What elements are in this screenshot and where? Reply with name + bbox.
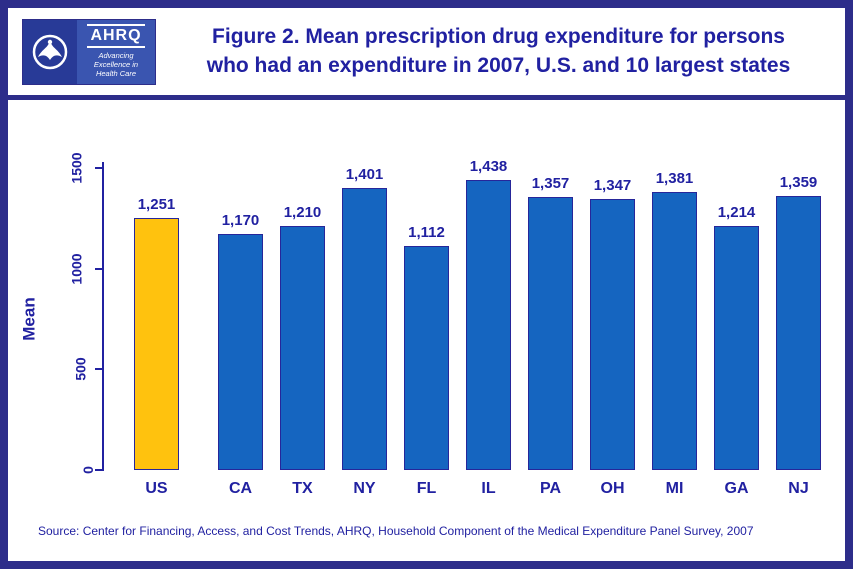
- bar-value-label: 1,401: [345, 165, 384, 183]
- bar-group: 1,401: [342, 166, 387, 470]
- ahrq-tagline: Advancing Excellence in Health Care: [93, 50, 139, 79]
- x-axis-label: NY: [353, 480, 376, 497]
- bar-group: 1,251: [134, 196, 179, 470]
- bar-NY: [342, 187, 387, 470]
- x-axis-label: PA: [539, 480, 562, 497]
- ahrq-wordmark: AHRQ: [87, 24, 145, 48]
- ahrq-logo: AHRQ Advancing Excellence in Health Care: [77, 19, 155, 84]
- header: AHRQ Advancing Excellence in Health Care…: [8, 8, 845, 95]
- bar-CA: [218, 234, 263, 470]
- bar-value-label: 1,381: [655, 169, 694, 187]
- x-axis-label: GA: [724, 480, 749, 497]
- bar-value-label: 1,214: [717, 203, 756, 221]
- y-tick: [95, 267, 104, 270]
- x-axis-label: FL: [416, 480, 437, 497]
- bar-value-label: 1,210: [283, 204, 322, 222]
- bar-PA: [528, 196, 573, 470]
- y-tick-label: 1500: [68, 152, 85, 184]
- hhs-eagle-icon: [32, 34, 68, 69]
- bar-group: 1,170: [218, 212, 263, 470]
- bar-value-label: 1,251: [137, 196, 176, 214]
- bar-value-label: 1,112: [408, 224, 445, 242]
- x-axis-label: IL: [481, 480, 496, 497]
- page-title: Figure 2. Mean prescription drug expendi…: [166, 23, 831, 80]
- bar-FL: [404, 246, 449, 470]
- bar-US: [134, 218, 179, 470]
- bar-OH: [590, 198, 635, 470]
- y-tick: [95, 469, 104, 471]
- x-axis-label: MI: [665, 480, 684, 497]
- x-axis-label: NJ: [788, 480, 809, 497]
- bar-group: 1,438: [466, 158, 511, 470]
- hhs-seal: [23, 19, 77, 84]
- bar-group: 1,112: [404, 224, 449, 470]
- bar-group: 1,381: [652, 170, 697, 470]
- bar-group: 1,357: [528, 175, 573, 470]
- x-axis-label: TX: [292, 480, 313, 497]
- bar-MI: [652, 191, 697, 470]
- bar-GA: [714, 225, 759, 470]
- x-axis-label: CA: [228, 480, 253, 497]
- y-tick-label: 1000: [68, 253, 85, 285]
- bar-value-label: 1,359: [779, 174, 818, 192]
- bar-chart: Mean 0 500 1000 1500 1,251 1,170 1,210 1,401 1,…: [8, 108, 845, 510]
- x-axis-label: US: [145, 480, 168, 497]
- bar-value-label: 1,347: [593, 176, 632, 194]
- bar-group: 1,347: [590, 177, 635, 470]
- page-title-line1: Figure 2. Mean prescription drug expendi…: [212, 25, 785, 49]
- y-axis-title-text: Mean: [20, 297, 39, 341]
- x-axis-label: OH: [600, 480, 625, 497]
- y-axis: 0 500 1000 1500: [54, 152, 104, 474]
- y-tick-label: 500: [72, 357, 89, 382]
- page-title-line2: who had an expenditure in 2007, U.S. and…: [206, 53, 791, 77]
- bar-NJ: [776, 196, 821, 470]
- y-tick-label: 0: [80, 466, 97, 474]
- plot: 1,251 1,170 1,210 1,401 1,112 1,438 1,357 1,347…: [104, 158, 821, 470]
- bar-value-label: 1,438: [469, 158, 508, 176]
- y-axis-title: Mean: [10, 168, 50, 470]
- bar-group: 1,359: [776, 174, 821, 470]
- bar-group: 1,214: [714, 204, 759, 470]
- y-axis-line: [102, 162, 104, 470]
- bar-IL: [466, 180, 511, 470]
- y-tick: [95, 368, 104, 371]
- source-text: Source: Center for Financing, Access, an…: [38, 524, 754, 538]
- bar-value-label: 1,170: [221, 212, 260, 230]
- bar-group: 1,210: [280, 204, 325, 470]
- agency-logo: AHRQ Advancing Excellence in Health Care: [22, 18, 156, 85]
- bar-value-label: 1,357: [531, 174, 570, 192]
- header-divider: [8, 95, 845, 100]
- x-labels: US CA TX NY FL IL PA OH MI GA NJ: [104, 480, 821, 498]
- bar-TX: [280, 226, 325, 470]
- y-tick: [95, 167, 104, 169]
